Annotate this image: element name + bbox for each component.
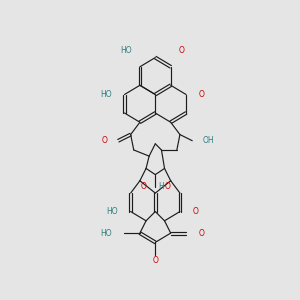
Text: O: O [164, 182, 170, 191]
Text: O: O [140, 182, 146, 191]
Text: H: H [158, 182, 164, 191]
Text: OH: OH [203, 136, 215, 145]
Text: O: O [198, 90, 204, 99]
Text: O: O [152, 256, 158, 265]
Text: HO: HO [100, 229, 112, 238]
Text: O: O [178, 46, 184, 55]
Text: HO: HO [100, 90, 112, 99]
Text: HO: HO [121, 46, 132, 55]
Text: HO: HO [107, 207, 118, 216]
Text: O: O [102, 136, 108, 145]
Text: O: O [192, 207, 198, 216]
Text: O: O [198, 229, 204, 238]
